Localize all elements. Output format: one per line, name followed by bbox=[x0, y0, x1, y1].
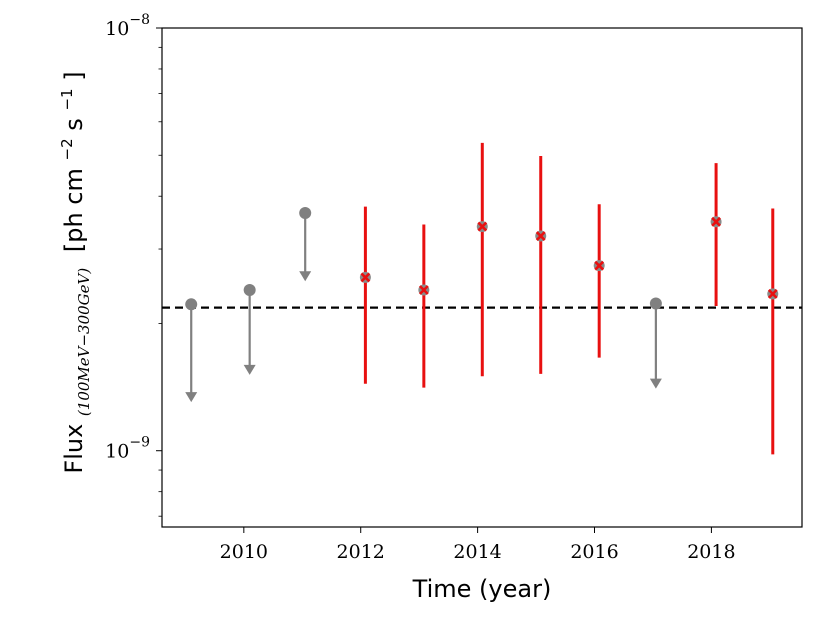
x-tick-label: 2012 bbox=[337, 541, 385, 563]
axis-ticks: 2010 2012 2014 2016 2018 10−8 10−9 bbox=[105, 12, 735, 563]
upper-limit-arrowhead bbox=[185, 392, 198, 403]
data-layer bbox=[185, 142, 779, 455]
y-tick-label: 10−8 bbox=[105, 12, 150, 40]
upper-limit-marker bbox=[243, 283, 256, 296]
upper-limit-marker bbox=[649, 297, 662, 310]
y-label-subscript: (100MeV−300GeV) bbox=[75, 268, 93, 416]
detection-cross bbox=[360, 272, 371, 283]
detection-cross bbox=[535, 231, 546, 241]
detection-cross-stroke bbox=[711, 216, 722, 227]
x-tick-label: 2014 bbox=[453, 541, 501, 563]
detection-cross-stroke bbox=[418, 285, 429, 295]
y-tick-label: 10−9 bbox=[105, 435, 150, 463]
upper-limit-arrowhead bbox=[299, 271, 312, 282]
detection-cross bbox=[418, 285, 429, 295]
x-tick-label: 2016 bbox=[570, 541, 618, 563]
y-label-main: Flux bbox=[60, 424, 88, 474]
upper-limit-marker bbox=[185, 298, 198, 311]
upper-limit-marker bbox=[299, 207, 312, 220]
y-label-units: [ph cm bbox=[60, 168, 88, 252]
y-label-close: ] bbox=[60, 71, 88, 80]
detection-cross bbox=[711, 216, 722, 227]
y-label-exp2: −1 bbox=[58, 88, 76, 110]
plot-area-frame bbox=[161, 27, 803, 528]
detection-cross bbox=[594, 260, 605, 271]
y-axis-label: Flux (100MeV−300GeV) [ph cm −2 s −1 ] bbox=[50, 71, 95, 473]
y-label-units2: s bbox=[60, 118, 88, 131]
x-axis-label: Time (year) bbox=[412, 575, 552, 603]
detection-cross-stroke bbox=[477, 221, 488, 232]
x-tick-label: 2018 bbox=[687, 541, 735, 563]
detection-cross bbox=[477, 221, 488, 232]
upper-limit-arrowhead bbox=[243, 364, 256, 375]
detection-cross-stroke bbox=[535, 231, 546, 241]
x-tick-label: 2010 bbox=[220, 541, 268, 563]
detection-cross bbox=[767, 288, 778, 299]
detection-cross-stroke bbox=[360, 272, 371, 283]
upper-limit-arrowhead bbox=[649, 378, 662, 389]
detection-cross-stroke bbox=[767, 288, 778, 299]
detection-cross-stroke bbox=[594, 260, 605, 271]
y-label-exp1: −2 bbox=[58, 138, 76, 160]
